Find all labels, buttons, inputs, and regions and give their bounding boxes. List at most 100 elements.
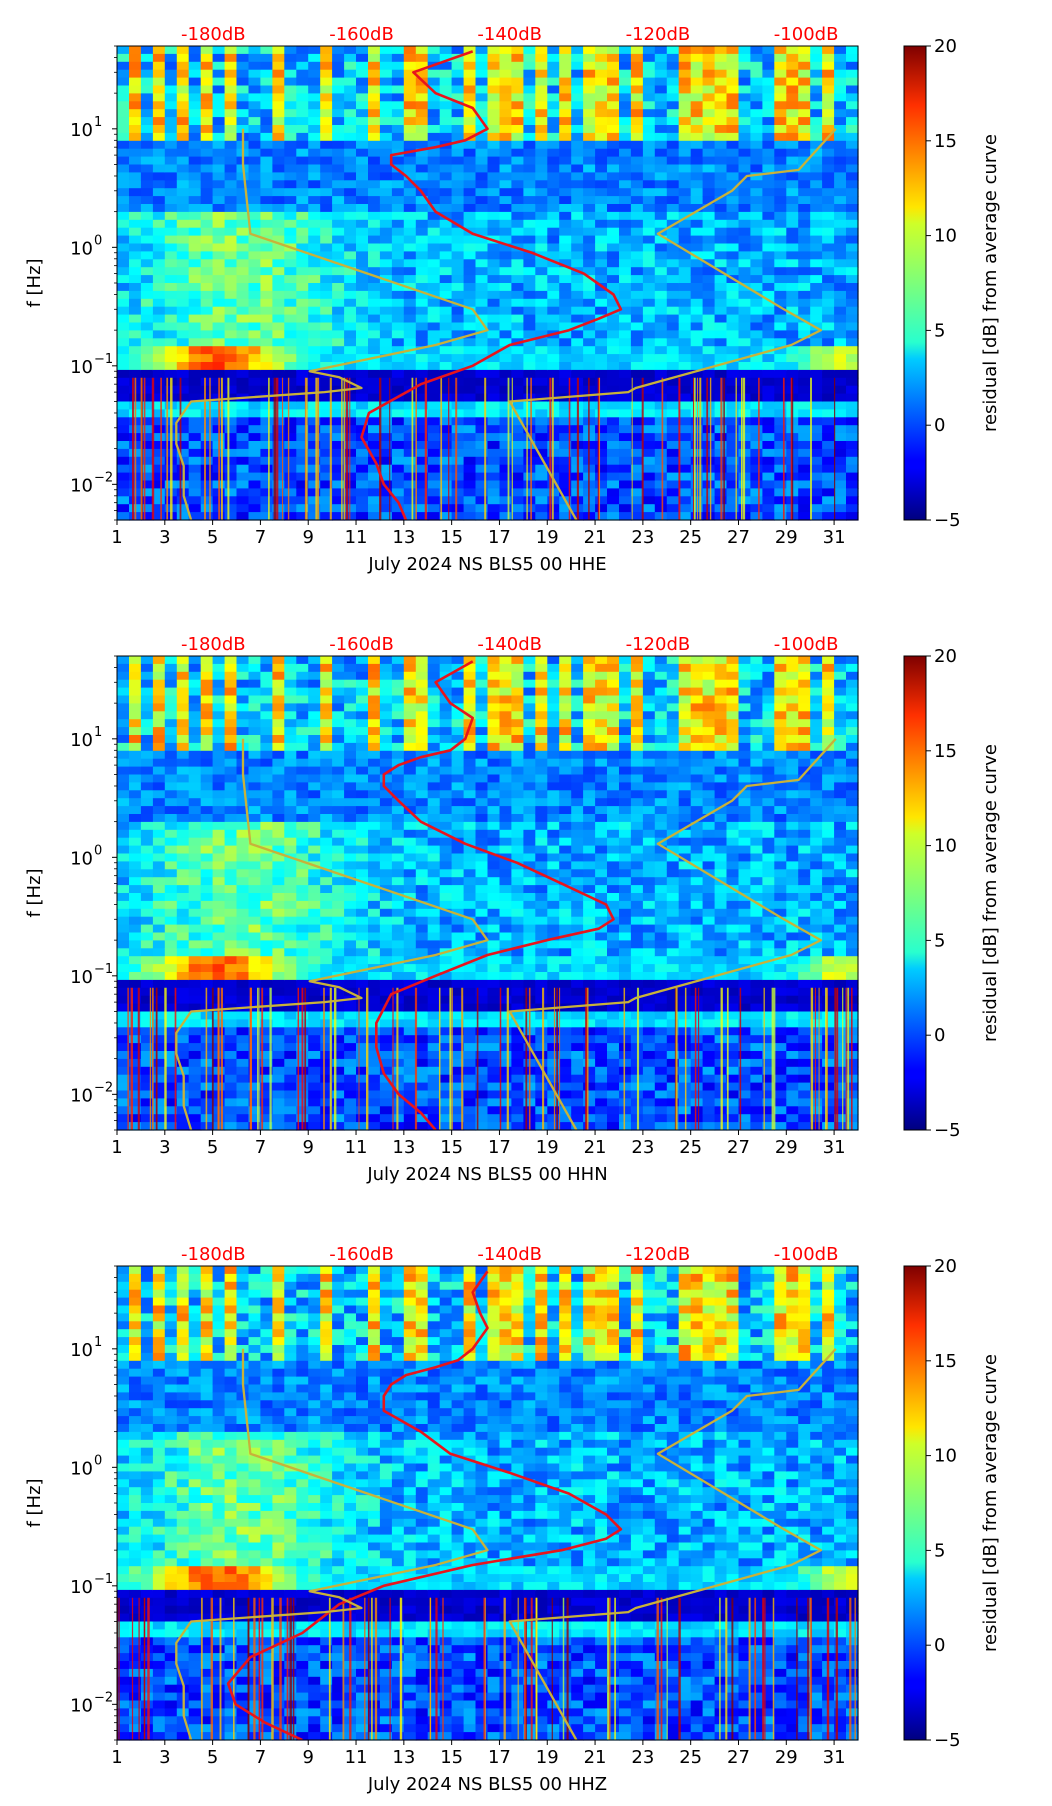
heatmap-cell: [702, 219, 716, 229]
heatmap-cell: [356, 132, 369, 142]
heatmap-cell: [188, 480, 202, 489]
heatmap-cell: [129, 93, 142, 102]
heatmap-cell: [571, 227, 584, 237]
heatmap-cell: [152, 750, 166, 760]
heatmap-cell: [451, 385, 465, 395]
heatmap-cell: [762, 338, 775, 347]
heatmap-cell: [427, 377, 441, 387]
heatmap-cell: [666, 132, 680, 142]
heatmap-cell: [308, 211, 321, 221]
heatmap-cell: [176, 869, 190, 878]
heatmap-cell: [200, 742, 214, 752]
heatmap-cell: [368, 77, 381, 87]
heatmap-cell: [140, 1058, 154, 1068]
heatmap-cell: [391, 385, 405, 395]
heatmap-cell: [630, 425, 644, 434]
heatmap-cell: [607, 488, 620, 497]
heatmap-cell: [738, 219, 752, 229]
heatmap-cell: [619, 314, 632, 324]
heatmap-cell: [846, 385, 859, 395]
heatmap-cell: [535, 164, 548, 173]
heatmap-cell: [439, 172, 453, 181]
heatmap-cell: [356, 109, 369, 118]
heatmap-cell: [129, 1114, 142, 1123]
heatmap-cell: [260, 885, 273, 894]
heatmap-cell: [152, 964, 166, 973]
heatmap-cell: [415, 504, 429, 513]
heatmap-cell: [798, 219, 811, 229]
heatmap-cell: [738, 243, 752, 252]
heatmap-cell: [607, 172, 620, 181]
heatmap-cell: [117, 85, 130, 94]
heatmap-cell: [834, 259, 847, 268]
heatmap-cell: [475, 433, 489, 442]
heatmap-cell: [439, 243, 453, 252]
heatmap-cell: [499, 164, 513, 173]
heatmap-cell: [487, 180, 501, 189]
heatmap-cell: [200, 932, 214, 941]
heatmap-cell: [654, 235, 668, 245]
heatmap-cell: [810, 46, 823, 55]
heatmap-cell: [308, 1074, 321, 1084]
heatmap-cell: [224, 703, 238, 712]
heatmap-cell: [117, 1074, 130, 1084]
heatmap-cell: [415, 156, 429, 166]
heatmap-cell: [332, 227, 345, 237]
heatmap-cell: [415, 267, 429, 276]
heatmap-cell: [320, 346, 333, 355]
heatmap-cell: [117, 900, 130, 910]
heatmap-cell: [272, 995, 285, 1005]
heatmap-cell: [391, 290, 405, 300]
heatmap-cell: [750, 77, 763, 87]
heatmap-cell: [129, 267, 142, 276]
heatmap-cell: [630, 488, 644, 497]
heatmap-cell: [810, 369, 823, 379]
heatmap-cell: [212, 703, 226, 712]
heatmap-cell: [212, 69, 226, 79]
heatmap-cell: [308, 1066, 321, 1076]
heatmap-cell: [188, 774, 202, 783]
heatmap-cell: [642, 472, 656, 482]
heatmap-cell: [642, 125, 656, 134]
heatmap-cell: [714, 69, 728, 79]
heatmap-cell: [248, 164, 262, 173]
heatmap-cell: [117, 972, 130, 981]
heatmap-cell: [332, 409, 345, 418]
heatmap-cell: [188, 814, 202, 823]
heatmap-cell: [583, 267, 596, 276]
heatmap-cell: [810, 283, 823, 292]
heatmap-cell: [272, 140, 285, 150]
heatmap-cell: [296, 877, 309, 886]
heatmap-cell: [714, 180, 728, 189]
heatmap-cell: [571, 259, 584, 268]
heatmap-cell: [523, 204, 536, 213]
heatmap-cell: [547, 204, 560, 213]
heatmap-cell: [188, 900, 202, 910]
heatmap-cell: [714, 275, 728, 284]
heatmap-cell: [738, 211, 752, 221]
heatmap-cell: [188, 1019, 202, 1028]
heatmap-cell: [403, 77, 417, 87]
heatmap-cell: [212, 109, 226, 118]
heatmap-cell: [451, 512, 465, 521]
heatmap-cell: [224, 132, 238, 142]
heatmap-cell: [200, 425, 214, 434]
heatmap-cell: [654, 290, 668, 300]
heatmap-cell: [140, 995, 154, 1005]
heatmap-cell: [463, 480, 477, 489]
heatmap-cell: [248, 687, 262, 697]
heatmap-cell: [487, 472, 501, 482]
heatmap-cell: [798, 504, 811, 513]
heatmap-cell: [308, 695, 321, 704]
heatmap-cell: [619, 338, 632, 347]
heatmap-cell: [511, 93, 524, 102]
heatmap-cell: [535, 53, 548, 63]
heatmap-cell: [846, 227, 859, 237]
heatmap-cell: [559, 235, 572, 245]
heatmap-cell: [690, 330, 704, 339]
heatmap-cell: [296, 425, 309, 434]
heatmap-cell: [846, 512, 859, 521]
heatmap-cell: [272, 766, 285, 776]
heatmap-cell: [140, 456, 154, 466]
heatmap-cell: [164, 829, 178, 839]
